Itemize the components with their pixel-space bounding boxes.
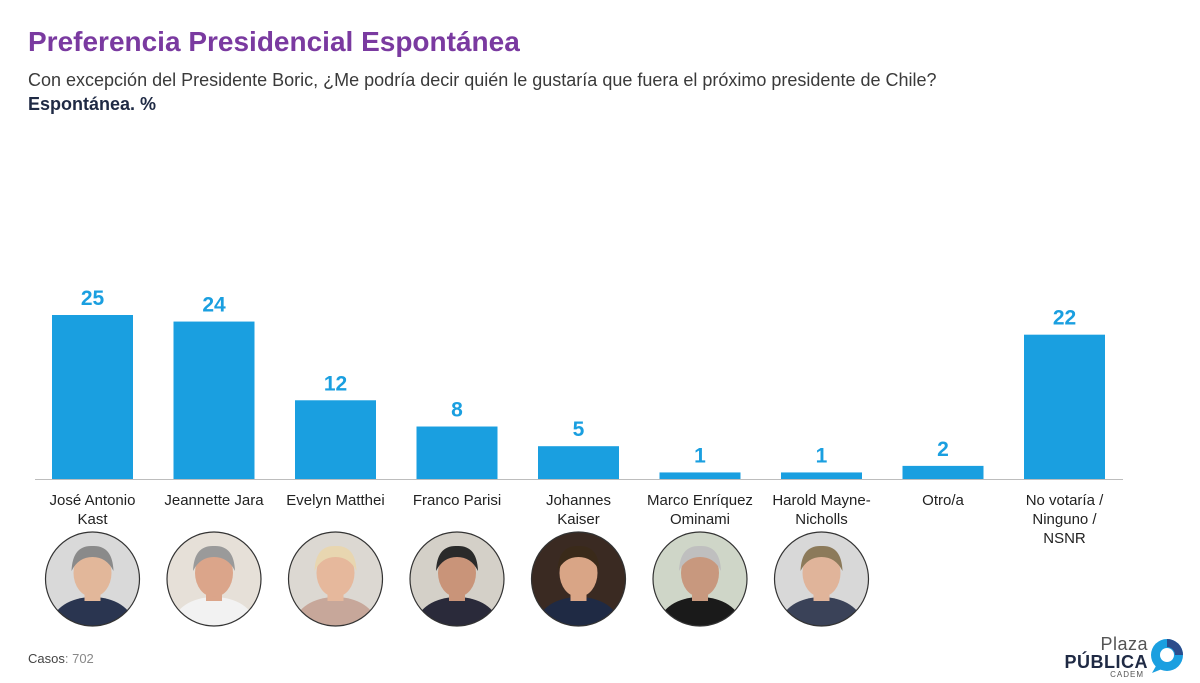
speech-bubble-icon xyxy=(1151,639,1183,673)
data-label: 8 xyxy=(451,399,463,422)
candidate-photo xyxy=(44,531,141,627)
logo-text-cadem: CADEM xyxy=(1110,670,1144,679)
logo-text-publica: PÚBLICA xyxy=(1064,652,1148,672)
cases-label: Casos xyxy=(28,651,65,666)
bar xyxy=(1024,334,1105,479)
bar xyxy=(52,315,133,479)
cases-footnote: Casos: 702 xyxy=(28,651,94,666)
logo-text-plaza: Plaza xyxy=(1100,634,1148,654)
plaza-publica-logo: Plaza PÚBLICA CADEM xyxy=(1006,632,1186,680)
unit-label: Espontánea. % xyxy=(28,94,157,114)
tick-label: José Antonio Kast xyxy=(50,492,136,528)
tick-label: Marco Enríquez Ominami xyxy=(647,492,753,528)
candidate-photo xyxy=(530,531,627,627)
candidate-photo xyxy=(652,531,748,627)
data-label: 25 xyxy=(81,287,105,310)
data-label: 22 xyxy=(1053,307,1076,330)
tick-label: Jeannette Jara xyxy=(164,492,264,509)
tick-label: Johannes Kaiser xyxy=(546,492,611,528)
chart-subtitle: Con excepción del Presidente Boric, ¿Me … xyxy=(28,70,937,90)
tick-label: Harold Mayne-Nicholls xyxy=(772,492,870,528)
bar xyxy=(538,446,619,479)
bar xyxy=(659,472,741,479)
data-label: 1 xyxy=(694,444,706,467)
data-label: 1 xyxy=(816,444,828,467)
data-label: 5 xyxy=(573,418,585,441)
tick-label: Otro/a xyxy=(922,492,964,509)
tick-label: No votaría / Ninguno / NSNR xyxy=(1026,492,1104,547)
bar xyxy=(902,465,984,479)
bar xyxy=(295,400,376,479)
data-label: 24 xyxy=(202,294,226,317)
bar xyxy=(173,321,255,479)
bar xyxy=(416,426,498,479)
candidate-photo xyxy=(773,531,870,627)
candidate-photo xyxy=(287,531,384,627)
data-label: 2 xyxy=(937,438,949,461)
tick-label: Franco Parisi xyxy=(413,492,501,509)
candidate-photo xyxy=(166,531,262,627)
bar xyxy=(781,472,862,479)
tick-label: Evelyn Matthei xyxy=(286,492,384,509)
data-label: 12 xyxy=(324,372,347,395)
cases-value: : 702 xyxy=(64,651,94,666)
candidate-photo xyxy=(409,531,505,627)
chart-title: Preferencia Presidencial Espontánea xyxy=(28,26,520,57)
